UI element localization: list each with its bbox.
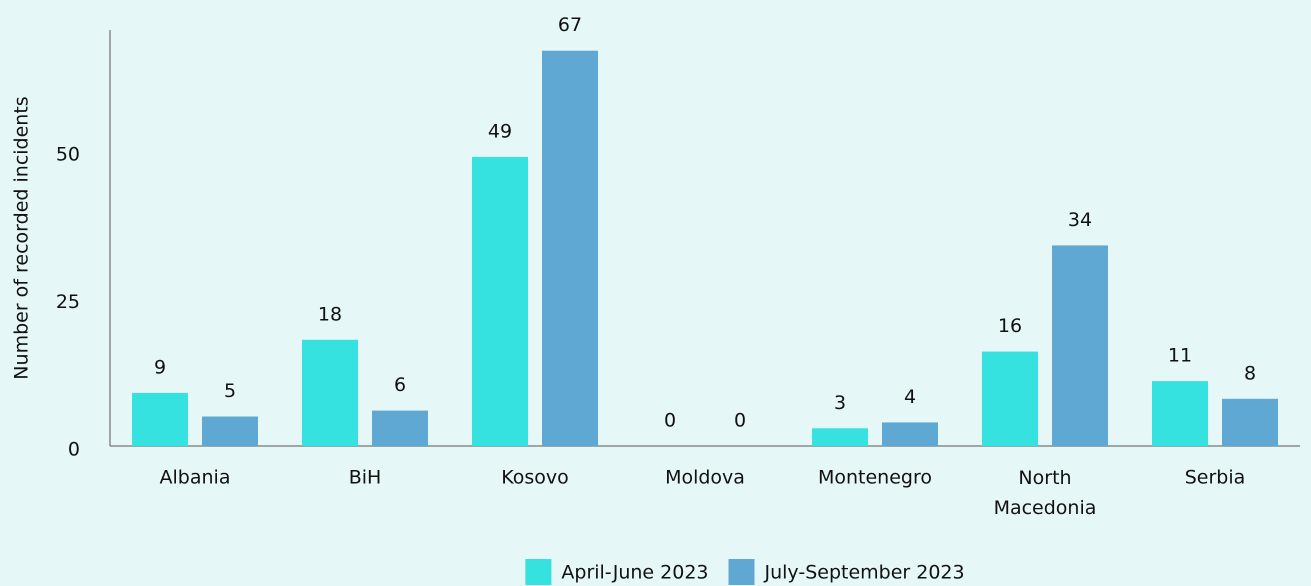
- value-label: 11: [1168, 345, 1192, 367]
- value-label: 4: [904, 386, 916, 408]
- value-label: 49: [488, 120, 512, 142]
- bar: [202, 416, 258, 446]
- bar: [812, 428, 868, 446]
- bar: [882, 422, 938, 446]
- bar: [1052, 245, 1108, 446]
- value-label: 8: [1244, 362, 1256, 384]
- y-axis-label: Number of recorded incidents: [11, 96, 33, 379]
- bar: [1152, 381, 1208, 446]
- value-label: 5: [224, 380, 236, 402]
- x-tick-label: Montenegro: [818, 467, 932, 489]
- value-label: 18: [318, 303, 342, 325]
- x-tick-label: BiH: [349, 467, 382, 489]
- legend-swatch: [525, 559, 552, 585]
- x-tick-label: Kosovo: [501, 467, 569, 489]
- bar: [982, 351, 1038, 446]
- legend-swatch: [728, 559, 755, 585]
- x-tick-label: Albania: [160, 467, 231, 489]
- x-tick-label: North Macedonia: [994, 467, 1097, 519]
- bar: [1222, 398, 1278, 446]
- bar: [372, 410, 428, 446]
- y-tick-label: 0: [68, 439, 80, 461]
- legend: April-June 2023 July-September 2023: [525, 559, 965, 585]
- x-tick-label: Moldova: [665, 467, 745, 489]
- x-tick-label: Serbia: [1185, 467, 1246, 489]
- bar: [302, 339, 358, 446]
- value-label: 9: [154, 356, 166, 378]
- y-tick-label: 25: [56, 291, 80, 313]
- value-label: 6: [394, 374, 406, 396]
- y-tick-label: 50: [56, 144, 80, 166]
- legend-label: April-June 2023: [561, 562, 708, 584]
- bar: [132, 392, 188, 446]
- value-label: 0: [664, 410, 676, 432]
- value-label: 3: [834, 392, 846, 414]
- value-label: 34: [1068, 209, 1092, 231]
- bar: [542, 50, 598, 446]
- value-label: 16: [998, 315, 1022, 337]
- value-label: 0: [734, 410, 746, 432]
- bar: [472, 156, 528, 446]
- value-label: 67: [558, 14, 582, 36]
- legend-label: July-September 2023: [764, 562, 965, 584]
